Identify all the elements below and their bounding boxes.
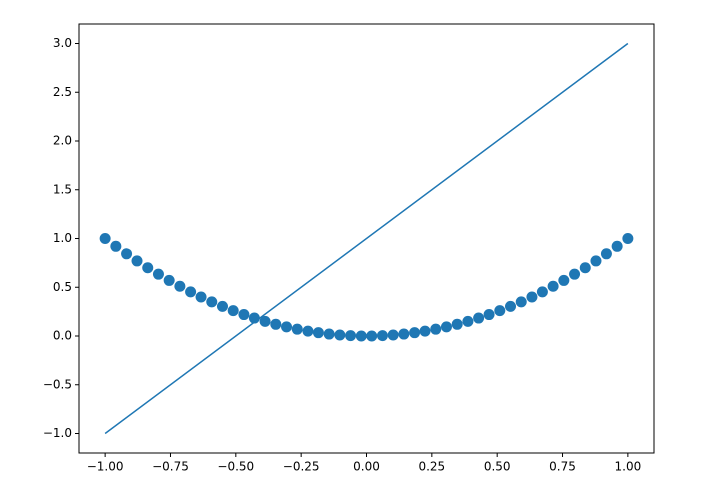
point bbox=[387, 329, 399, 341]
point bbox=[355, 330, 367, 342]
point bbox=[238, 309, 250, 321]
point bbox=[281, 321, 293, 333]
point bbox=[248, 312, 260, 324]
point bbox=[579, 262, 591, 274]
point bbox=[131, 255, 143, 267]
point bbox=[440, 321, 452, 333]
point bbox=[419, 325, 431, 337]
y-tick-label: 2.5 bbox=[53, 85, 72, 99]
point bbox=[526, 291, 538, 303]
point bbox=[451, 318, 463, 330]
point bbox=[259, 315, 271, 327]
point bbox=[312, 327, 324, 339]
x-tick-label: −0.25 bbox=[283, 460, 320, 474]
point bbox=[345, 330, 357, 342]
x-tick-label: 1.00 bbox=[615, 460, 642, 474]
y-tick-label: 0.0 bbox=[53, 329, 72, 343]
point bbox=[174, 280, 186, 292]
x-tick-label: −0.75 bbox=[152, 460, 189, 474]
point bbox=[323, 328, 335, 340]
point bbox=[152, 268, 164, 280]
point bbox=[462, 315, 474, 327]
point bbox=[216, 300, 228, 312]
point bbox=[99, 233, 111, 244]
point bbox=[110, 240, 122, 252]
point bbox=[409, 327, 421, 339]
point bbox=[547, 280, 559, 292]
x-tick-label: 0.25 bbox=[418, 460, 445, 474]
point bbox=[163, 274, 175, 286]
point bbox=[195, 291, 207, 303]
line bbox=[104, 42, 629, 435]
point bbox=[515, 296, 527, 308]
point bbox=[430, 323, 442, 335]
point bbox=[185, 286, 197, 298]
point bbox=[302, 325, 314, 337]
x-tick-label: −1.00 bbox=[87, 460, 124, 474]
point bbox=[590, 255, 602, 267]
point bbox=[611, 240, 623, 252]
x-tick-label: −0.50 bbox=[217, 460, 254, 474]
y-tick-label: 3.0 bbox=[53, 36, 72, 50]
point bbox=[142, 262, 154, 274]
y-tick-label: −1.0 bbox=[43, 426, 72, 440]
point bbox=[600, 248, 612, 260]
x-tick-label: 0.00 bbox=[353, 460, 380, 474]
y-tick-label: 1.0 bbox=[53, 231, 72, 245]
point bbox=[569, 268, 581, 280]
y-tick-label: −0.5 bbox=[43, 377, 72, 391]
point bbox=[536, 286, 548, 298]
point bbox=[622, 233, 634, 244]
y-tick-label: 1.5 bbox=[53, 182, 72, 196]
point bbox=[483, 309, 495, 321]
x-tick-label: 0.75 bbox=[549, 460, 576, 474]
point bbox=[366, 330, 378, 342]
point bbox=[206, 296, 218, 308]
x-tick-label: 0.50 bbox=[484, 460, 511, 474]
point bbox=[291, 323, 303, 335]
point bbox=[270, 318, 282, 330]
point bbox=[473, 312, 485, 324]
point bbox=[494, 305, 506, 317]
point bbox=[334, 329, 346, 341]
y-tick-label: 0.5 bbox=[53, 280, 72, 294]
point bbox=[376, 330, 388, 342]
point bbox=[558, 274, 570, 286]
point bbox=[121, 248, 133, 260]
point bbox=[227, 305, 239, 317]
y-tick-label: 2.0 bbox=[53, 134, 72, 148]
point bbox=[505, 300, 517, 312]
point bbox=[398, 328, 410, 340]
